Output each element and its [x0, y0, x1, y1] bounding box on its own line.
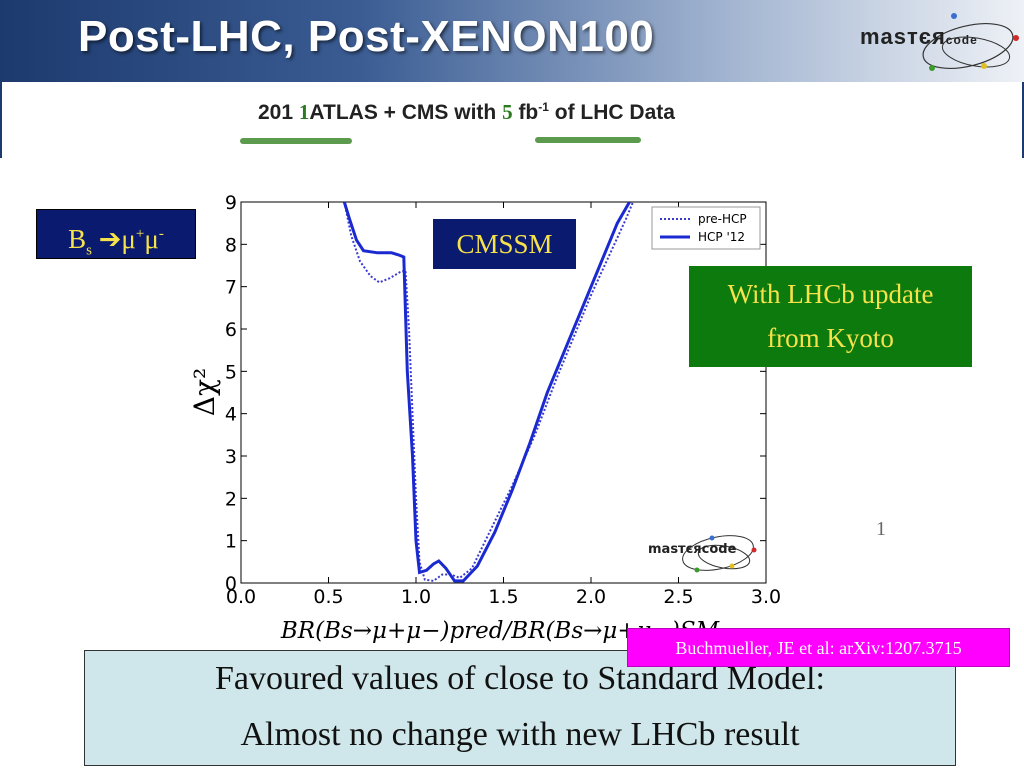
x-tick-label: 1.0 [401, 586, 431, 608]
y-tick-label: 9 [225, 192, 237, 214]
data-subtitle: 201 1ATLAS + CMS with 5 fb-1 of LHC Data [258, 100, 675, 124]
y-tick-label: 1 [225, 531, 237, 553]
legend-entry: pre-HCP [698, 212, 747, 226]
x-tick-label: 3.0 [751, 586, 781, 608]
slide-title: Post-LHC, Post-XENON100 [78, 12, 655, 61]
legend-entry: HCP '12 [698, 230, 745, 244]
cmssm-label: CMSSM [433, 219, 576, 269]
inset-logo-orbit-icon [682, 535, 754, 571]
citation-badge: Buchmueller, JE et al: arXiv:1207.3715 [627, 628, 1010, 667]
y-tick-label: 3 [225, 446, 237, 468]
y-axis-label: Δχ² [188, 368, 221, 416]
highlight-stroke-1 [240, 138, 352, 144]
legend-box [651, 206, 761, 250]
logo-orbit-icon [922, 13, 1019, 71]
right-accent-bar [1022, 82, 1024, 158]
y-tick-label: 6 [225, 319, 237, 341]
header-bar: Post-LHC, Post-XENON100 masтєяcode [0, 0, 1024, 82]
inset-logo-text: masтєяcode [648, 542, 737, 557]
y-tick-label: 2 [225, 488, 237, 510]
inset-logo-dot-icon [709, 535, 715, 541]
x-tick-label: 1.5 [488, 586, 518, 608]
x-tick-label: 2.5 [663, 586, 693, 608]
x-tick-label: 0.0 [226, 586, 256, 608]
y-tick-label: 5 [225, 361, 237, 383]
y-tick-label: 0 [225, 573, 237, 595]
x-tick-label: 2.0 [576, 586, 606, 608]
inset-logo-dot-icon [751, 547, 757, 553]
x-tick-label: 0.5 [313, 586, 343, 608]
inset-logo-orbit-icon [697, 544, 751, 570]
y-tick-label: 8 [225, 234, 237, 256]
series-line-hcp12 [342, 202, 631, 583]
bs-mumu-label: Bs ➔μ+μ- [36, 209, 196, 259]
y-tick-label: 7 [225, 277, 237, 299]
highlight-stroke-2 [535, 137, 641, 143]
logo-text: masтєяcode [860, 24, 978, 49]
inset-logo-dot-icon [694, 567, 700, 573]
page-number: 1 [876, 518, 886, 540]
left-accent-bar [0, 82, 2, 158]
inset-logo-dot-icon [729, 563, 735, 569]
conclusion-box: Favoured values of close to Standard Mod… [84, 650, 956, 766]
y-tick-label: 4 [225, 404, 237, 426]
lhcb-update-note: With LHCb update from Kyoto [689, 266, 972, 367]
mastercode-logo: masтєяcode [856, 8, 1024, 78]
conclusion-line-2: Almost no change with new LHCb result [240, 716, 800, 753]
